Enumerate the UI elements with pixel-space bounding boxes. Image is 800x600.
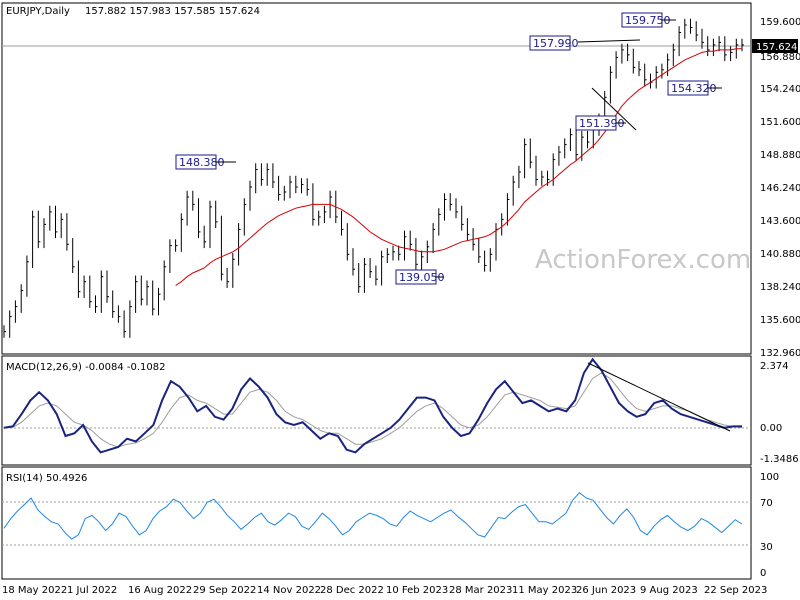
macd-y-axis: 2.374 0.00 -1.3486: [760, 361, 799, 465]
macd-tick: -1.3486: [760, 454, 799, 465]
price-tick: 138.240: [760, 282, 800, 293]
moving-average: [175, 48, 742, 286]
macd-tick: 2.374: [760, 361, 789, 372]
macd-tick: 0.00: [760, 423, 782, 434]
x-tick: 1 Jul 2022: [67, 585, 117, 596]
price-ohlc: 157.882 157.983 157.585 157.624: [85, 6, 260, 17]
price-panel-title: EURJPY,Daily: [6, 6, 70, 17]
macd-panel: [1, 355, 752, 466]
annotation-label: 148.380: [179, 156, 225, 169]
x-tick: 9 Aug 2023: [640, 585, 698, 596]
annotation-label: 151.390: [579, 117, 625, 130]
x-tick: 16 Aug 2022: [128, 585, 192, 596]
x-tick: 29 Sep 2022: [193, 585, 256, 596]
trendline-b: [577, 39, 641, 43]
price-panel: [1, 2, 752, 355]
annotation-159750: 159.750: [621, 12, 676, 28]
rsi-panel: [1, 466, 752, 580]
x-tick: 11 May 2023: [512, 585, 577, 596]
x-tick: 18 May 2022: [2, 585, 67, 596]
rsi-tick: 100: [760, 472, 779, 483]
price-tick: 146.240: [760, 183, 800, 194]
current-price-tag: 157.624: [756, 42, 797, 53]
annotation-label: 159.750: [625, 14, 671, 27]
rsi-line: [3, 492, 743, 540]
rsi-y-axis: 100 70 30 0: [760, 472, 779, 579]
annotation-label: 139.050: [399, 271, 445, 284]
price-tick: 140.880: [760, 249, 800, 260]
rsi-panel-title: RSI(14) 50.4926: [6, 473, 87, 484]
macd-series: [3, 357, 743, 454]
price-y-axis: 159.600 156.880 154.240 151.600 148.880 …: [760, 17, 800, 359]
x-tick: 22 Sep 2023: [704, 585, 767, 596]
x-tick: 14 Nov 2022: [257, 585, 321, 596]
x-tick: 28 Dec 2022: [320, 585, 384, 596]
annotation-label: 154.320: [671, 82, 717, 95]
trendline-a: [591, 87, 637, 131]
price-tick: 148.880: [760, 150, 800, 161]
macd-trendline: [587, 362, 731, 432]
price-tick: 135.600: [760, 315, 800, 326]
rsi-tick: 0: [760, 568, 766, 579]
watermark: ActionForex.com: [535, 245, 751, 275]
price-series: [3, 18, 744, 338]
x-tick: 28 Mar 2023: [449, 585, 512, 596]
macd-signal-line: [3, 372, 743, 448]
macd-panel-title: MACD(12,26,9) -0.0084 -0.1082: [6, 362, 166, 373]
annotation-148380: 148.380: [175, 154, 236, 170]
rsi-tick: 70: [760, 498, 773, 509]
annotation-151390: 151.390: [575, 115, 626, 131]
rsi-series: [3, 492, 743, 540]
x-tick: 10 Feb 2023: [386, 585, 448, 596]
macd-line: [3, 357, 742, 454]
price-tick: 151.600: [760, 117, 800, 128]
x-tick: 26 Jun 2023: [576, 585, 636, 596]
price-tick: 156.880: [760, 52, 800, 63]
annotation-154320: 154.320: [667, 80, 722, 96]
price-tick: 154.240: [760, 84, 800, 95]
price-tick: 143.600: [760, 216, 800, 227]
ma-line: [175, 48, 742, 286]
price-tick: 132.960: [760, 348, 800, 359]
current-price-tag-bg: [752, 39, 798, 53]
annotation-label: 157.990: [533, 37, 579, 50]
x-axis: 18 May 2022 1 Jul 2022 16 Aug 2022 29 Se…: [2, 585, 767, 596]
rsi-tick: 30: [760, 542, 773, 553]
price-tick: 159.600: [760, 17, 800, 28]
annotation-157990: 157.990: [529, 35, 579, 51]
annotation-139050: 139.050: [395, 269, 445, 285]
